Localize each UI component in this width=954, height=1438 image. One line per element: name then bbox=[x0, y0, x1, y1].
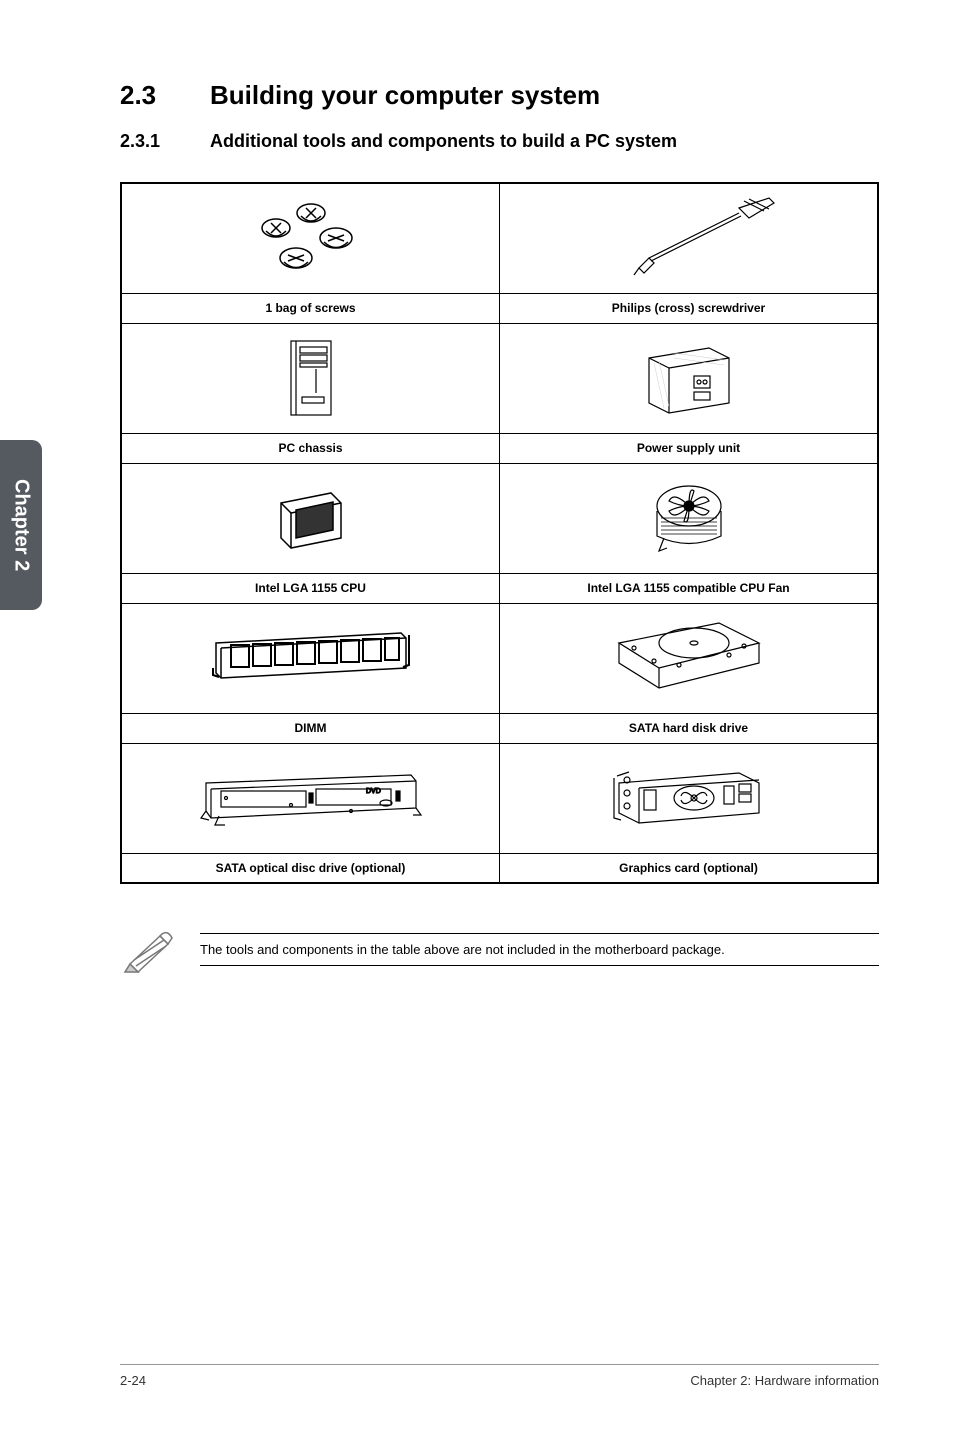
component-label: PC chassis bbox=[121, 433, 500, 463]
subsection-number: 2.3.1 bbox=[120, 131, 210, 152]
subsection-heading: 2.3.1Additional tools and components to … bbox=[120, 131, 879, 152]
pc-chassis-icon bbox=[276, 333, 346, 423]
table-row bbox=[121, 323, 878, 433]
screws-image-cell bbox=[121, 183, 500, 293]
page-footer: 2-24 Chapter 2: Hardware information bbox=[120, 1364, 879, 1388]
note-pencil-icon bbox=[120, 924, 180, 974]
graphics-card-icon bbox=[599, 758, 779, 838]
graphics-card-image-cell bbox=[500, 743, 879, 853]
table-row: Intel LGA 1155 CPU Intel LGA 1155 compat… bbox=[121, 573, 878, 603]
subsection-title: Additional tools and components to build… bbox=[210, 131, 677, 151]
note-text: The tools and components in the table ab… bbox=[200, 942, 879, 957]
table-row: PC chassis Power supply unit bbox=[121, 433, 878, 463]
cpu-icon bbox=[261, 478, 361, 558]
section-title: Building your computer system bbox=[210, 80, 600, 110]
screws-icon bbox=[241, 193, 381, 283]
table-row bbox=[121, 603, 878, 713]
psu-image-cell bbox=[500, 323, 879, 433]
component-label: Graphics card (optional) bbox=[500, 853, 879, 883]
chassis-image-cell bbox=[121, 323, 500, 433]
screwdriver-image-cell bbox=[500, 183, 879, 293]
table-row bbox=[121, 183, 878, 293]
component-label: Power supply unit bbox=[500, 433, 879, 463]
note-row: The tools and components in the table ab… bbox=[120, 924, 879, 974]
screwdriver-icon bbox=[589, 193, 789, 283]
power-supply-icon bbox=[634, 338, 744, 418]
footer-page-number: 2-24 bbox=[120, 1373, 146, 1388]
component-label: DIMM bbox=[121, 713, 500, 743]
component-label: Philips (cross) screwdriver bbox=[500, 293, 879, 323]
chapter-side-tab: Chapter 2 bbox=[0, 440, 42, 610]
component-label: 1 bag of screws bbox=[121, 293, 500, 323]
side-tab-label: Chapter 2 bbox=[10, 479, 33, 571]
component-label: Intel LGA 1155 CPU bbox=[121, 573, 500, 603]
cpu-fan-image-cell bbox=[500, 463, 879, 573]
note-text-container: The tools and components in the table ab… bbox=[200, 933, 879, 966]
dimm-image-cell bbox=[121, 603, 500, 713]
svg-text:DVD: DVD bbox=[366, 788, 381, 795]
optical-drive-image-cell: DVD bbox=[121, 743, 500, 853]
cpu-image-cell bbox=[121, 463, 500, 573]
component-label: SATA optical disc drive (optional) bbox=[121, 853, 500, 883]
section-heading: 2.3Building your computer system bbox=[120, 80, 879, 111]
table-row: DVD bbox=[121, 743, 878, 853]
optical-drive-icon: DVD bbox=[191, 763, 431, 833]
footer-chapter-label: Chapter 2: Hardware information bbox=[690, 1373, 879, 1388]
component-label: Intel LGA 1155 compatible CPU Fan bbox=[500, 573, 879, 603]
dimm-icon bbox=[201, 623, 421, 693]
table-row bbox=[121, 463, 878, 573]
components-table: 1 bag of screws Philips (cross) screwdri… bbox=[120, 182, 879, 884]
table-row: DIMM SATA hard disk drive bbox=[121, 713, 878, 743]
section-number: 2.3 bbox=[120, 80, 210, 111]
hdd-image-cell bbox=[500, 603, 879, 713]
component-label: SATA hard disk drive bbox=[500, 713, 879, 743]
table-row: SATA optical disc drive (optional) Graph… bbox=[121, 853, 878, 883]
table-row: 1 bag of screws Philips (cross) screwdri… bbox=[121, 293, 878, 323]
cpu-fan-icon bbox=[639, 476, 739, 561]
hard-disk-icon bbox=[599, 613, 779, 703]
page-content: 2.3Building your computer system 2.3.1Ad… bbox=[0, 0, 954, 974]
